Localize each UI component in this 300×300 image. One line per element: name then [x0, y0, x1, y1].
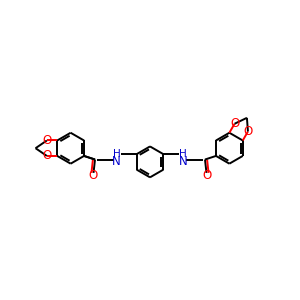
Text: O: O — [243, 125, 253, 138]
Text: H: H — [113, 149, 121, 159]
Text: O: O — [88, 169, 97, 182]
Text: N: N — [112, 155, 121, 168]
Text: O: O — [203, 169, 212, 182]
Text: O: O — [230, 117, 239, 130]
Text: N: N — [179, 155, 188, 168]
Text: O: O — [42, 149, 52, 162]
Text: O: O — [42, 134, 52, 147]
Text: H: H — [179, 149, 187, 159]
